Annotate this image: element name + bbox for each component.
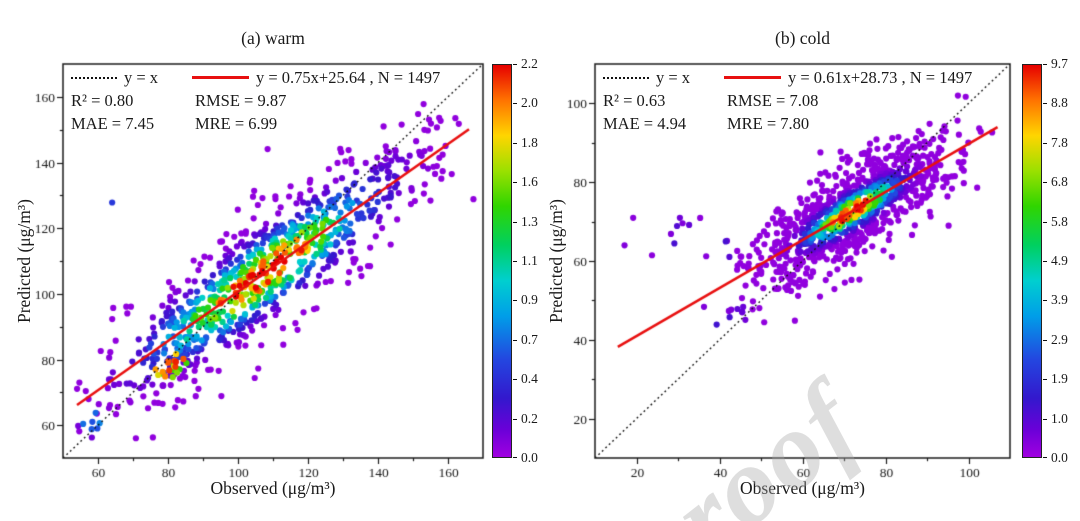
colorbar-tick-label: 3.9 [1051,292,1068,308]
legend-row-stats-1: R² = 0.80 RMSE = 9.87 [71,89,440,112]
colorbar-tick-label: 0.2 [521,410,538,426]
colorbar-tick [513,457,517,458]
colorbar-tick [513,64,517,65]
fit-line-sample [724,76,781,79]
stat-rmse: RMSE = 9.87 [195,90,287,110]
legend: y = x y = 0.61x+28.73 , N = 1497 R² = 0.… [603,66,972,135]
fit-equation-label: y = 0.61x+28.73 , N = 1497 [788,67,973,87]
colorbar-tick-label: 1.6 [521,174,538,190]
y-axis-label: Predicted (μg/m³) [546,199,566,323]
colorbar-tick [1043,221,1047,223]
colorbar-tick [513,182,517,184]
colorbar-tick-label: 1.8 [521,134,538,150]
stat-r2: R² = 0.63 [603,90,666,110]
colorbar-tick [513,261,517,262]
x-axis-label: Observed (μg/m³) [740,478,865,498]
colorbar-tick-label: 1.1 [521,253,538,268]
panel-title: (a) warm [241,28,305,48]
colorbar-tick [513,418,517,420]
stat-rmse: RMSE = 7.08 [727,90,819,110]
legend-row-stats-2: MAE = 4.94 MRE = 7.80 [603,112,972,135]
colorbar-tick [1043,300,1047,302]
colorbar-tick-label: 4.9 [1051,253,1068,268]
fit-equation-label: y = 0.75x+25.64 , N = 1497 [256,67,441,87]
identity-line-label: y = x [124,67,159,87]
stat-r2: R² = 0.80 [71,90,134,110]
colorbar-tick [1043,103,1047,105]
stat-mae: MAE = 4.94 [603,113,687,133]
colorbar-tick-label: 6.8 [1051,174,1068,190]
colorbar-tick [513,339,517,341]
legend-row-stats-1: R² = 0.63 RMSE = 7.08 [603,89,972,112]
colorbar-cold: 9.7 8.8 7.8 6.8 5.8 4.9 3.9 2.9 1.9 1.0 0.0 [1022,57,1080,465]
colorbar-tick [1043,182,1047,184]
colorbar-tick-label: 7.8 [1051,134,1068,150]
legend-row-lines: y = x y = 0.61x+28.73 , N = 1497 [603,66,972,89]
fit-line-sample [192,76,249,79]
colorbar-tick-label: 2.9 [1051,331,1068,347]
x-axis-label: Observed (μg/m³) [210,478,336,498]
legend: y = x y = 0.75x+25.64 , N = 1497 R² = 0.… [71,66,440,135]
scatter-canvas-warm [0,0,540,521]
colorbar-tick-label: 0.9 [521,292,538,308]
colorbar-tick-label: 1.9 [1051,371,1068,387]
colorbar-gradient [492,64,512,458]
colorbar-tick [513,142,517,144]
colorbar-tick-label: 2.0 [521,95,538,111]
colorbar-tick-label: 2.2 [521,56,538,71]
colorbar-tick-label: 1.3 [521,213,538,229]
colorbar-tick-label: 8.8 [1051,95,1068,111]
legend-row-stats-2: MAE = 7.45 MRE = 6.99 [71,112,440,135]
colorbar-gradient [1022,64,1042,458]
colorbar-tick-label: 5.8 [1051,213,1068,229]
colorbar-tick [513,103,517,105]
colorbar-tick-label: 0.7 [521,331,538,347]
colorbar-tick [513,300,517,302]
colorbar-tick [513,379,517,381]
colorbar-tick-label: 0.0 [1051,450,1068,465]
identity-line-label: y = x [656,67,691,87]
colorbar-tick [1043,457,1047,458]
colorbar-tick-label: 0.4 [521,371,538,387]
panel-warm: (a) warm Predicted (μg/m³) Observed (μg/… [14,28,538,498]
panel-title: (b) cold [775,28,830,48]
stat-mre: MRE = 7.80 [727,113,810,133]
colorbar-tick-label: 1.0 [1051,410,1068,426]
colorbar-tick [1043,418,1047,420]
colorbar-warm: 2.2 2.0 1.8 1.6 1.3 1.1 0.9 0.7 0.4 0.2 0.0 [492,57,550,465]
y-axis-label: Predicted (μg/m³) [14,199,34,323]
colorbar-tick-label: 0.0 [521,450,538,465]
stat-mae: MAE = 7.45 [71,113,155,133]
colorbar-tick [1043,64,1047,65]
legend-row-lines: y = x y = 0.75x+25.64 , N = 1497 [71,66,440,89]
panel-cold: (b) cold Predicted (μg/m³) Observed (μg/… [540,0,1080,521]
identity-line-sample [71,76,117,79]
colorbar-tick [1043,142,1047,144]
stat-mre: MRE = 6.99 [195,113,278,133]
scatter-canvas-cold [540,0,1080,521]
identity-line-sample [603,76,649,79]
colorbar-tick [1043,339,1047,341]
colorbar-tick [1043,379,1047,381]
colorbar-tick-label: 9.7 [1051,56,1068,71]
colorbar-tick [1043,261,1047,262]
colorbar-tick [513,221,517,223]
